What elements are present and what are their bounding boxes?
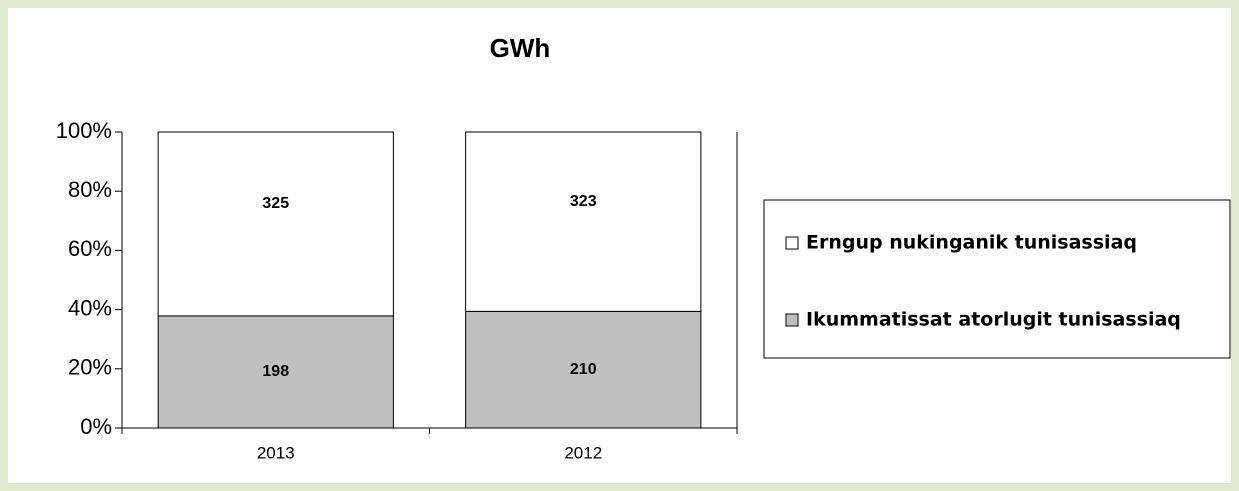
y-tick-label: 40% (68, 295, 112, 320)
y-tick-label: 20% (68, 355, 112, 380)
x-tick-label: 2012 (564, 443, 602, 462)
data-label: 210 (570, 361, 597, 378)
legend-swatch (785, 236, 799, 250)
legend-label: Ikummatissat atorlugit tunisassiaq (806, 309, 1181, 331)
data-label: 325 (262, 195, 289, 212)
bar-segment (157, 315, 394, 429)
chart-title: GWh (490, 33, 551, 63)
legend-box (763, 199, 1231, 359)
data-label: 323 (570, 193, 597, 210)
x-tick-label: 2013 (257, 443, 295, 462)
legend-label: Erngup nukinganik tunisassiaq (806, 232, 1137, 254)
legend-swatch (785, 313, 799, 327)
y-tick-label: 100% (56, 118, 112, 143)
y-tick-label: 60% (68, 236, 112, 261)
bar-segment (465, 310, 702, 429)
data-label: 198 (262, 363, 289, 380)
bar-segment (465, 131, 702, 312)
y-tick-label: 0% (80, 414, 112, 439)
bar-segment (157, 131, 394, 317)
y-tick-label: 80% (68, 177, 112, 202)
